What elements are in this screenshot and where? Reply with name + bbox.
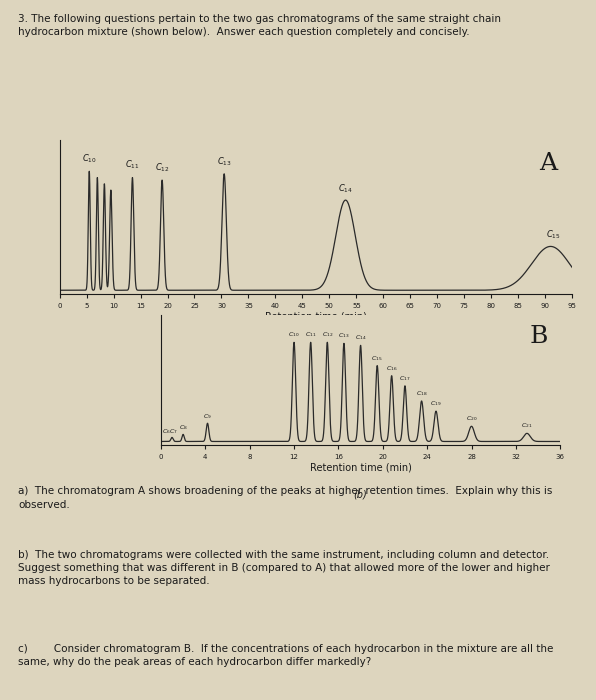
- Text: $C_{11}$: $C_{11}$: [125, 159, 140, 172]
- X-axis label: Retention time (min): Retention time (min): [265, 312, 367, 322]
- Text: $C_{20}$: $C_{20}$: [465, 414, 477, 424]
- Text: $C_{10}$: $C_{10}$: [288, 330, 300, 340]
- Text: $C_{12}$: $C_{12}$: [322, 330, 333, 340]
- Text: b)  The two chromatograms were collected with the same instrument, including col: b) The two chromatograms were collected …: [18, 550, 550, 586]
- Text: $C_{17}$: $C_{17}$: [399, 374, 411, 383]
- Text: $C_6C_7$: $C_6C_7$: [162, 427, 178, 436]
- Text: (b): (b): [353, 490, 368, 500]
- Text: $C_9$: $C_9$: [203, 412, 212, 421]
- Text: $C_{13}$: $C_{13}$: [217, 155, 232, 167]
- Text: $C_{12}$: $C_{12}$: [155, 161, 169, 174]
- Text: A: A: [539, 153, 557, 175]
- Text: B: B: [530, 326, 548, 349]
- Text: 3. The following questions pertain to the two gas chromatograms of the same stra: 3. The following questions pertain to th…: [18, 14, 501, 37]
- Text: $C_{15}$: $C_{15}$: [371, 354, 383, 363]
- Text: $C_{14}$: $C_{14}$: [338, 183, 353, 195]
- Text: $C_8$: $C_8$: [179, 424, 188, 433]
- X-axis label: Retention time (min): Retention time (min): [310, 462, 411, 472]
- Text: $C_{19}$: $C_{19}$: [430, 399, 442, 408]
- Text: $C_{21}$: $C_{21}$: [522, 421, 533, 430]
- Text: $C_{10}$: $C_{10}$: [82, 153, 97, 165]
- Text: a)  The chromatogram A shows broadening of the peaks at higher retention times. : a) The chromatogram A shows broadening o…: [18, 486, 552, 510]
- Text: $C_{18}$: $C_{18}$: [416, 389, 427, 398]
- Text: $C_{16}$: $C_{16}$: [386, 364, 398, 372]
- Text: $C_{15}$: $C_{15}$: [546, 229, 561, 241]
- Text: c)        Consider chromatogram B.  If the concentrations of each hydrocarbon in: c) Consider chromatogram B. If the conce…: [18, 644, 553, 667]
- Text: $C_{11}$: $C_{11}$: [305, 330, 316, 340]
- Text: (a): (a): [309, 343, 322, 354]
- Text: $C_{13}$: $C_{13}$: [338, 331, 350, 340]
- Text: $C_{14}$: $C_{14}$: [355, 333, 367, 342]
